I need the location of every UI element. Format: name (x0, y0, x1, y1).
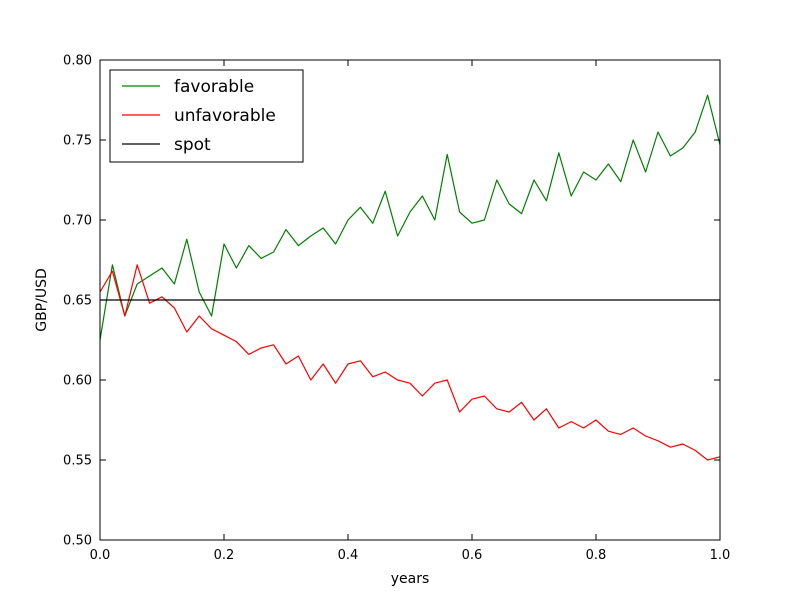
y-tick-label: 0.55 (63, 454, 92, 469)
y-tick-label: 0.50 (63, 534, 92, 549)
series-layer (99, 94, 721, 461)
x-axis-title: years (391, 571, 430, 587)
legend: favorable unfavorable spot (109, 69, 304, 163)
legend-label-unfavorable: unfavorable (174, 106, 276, 126)
y-axis-title: GBP/USD (34, 268, 50, 332)
y-tick-label: 0.80 (63, 54, 92, 69)
x-tick-label: 0.6 (462, 548, 483, 563)
x-tick-label: 0.8 (586, 548, 607, 563)
series-line-unfavorable (99, 264, 721, 461)
y-tick-label: 0.65 (63, 294, 92, 309)
y-tick-label: 0.70 (63, 214, 92, 229)
x-tick-label: 0.0 (90, 548, 111, 563)
x-tick-label: 1.0 (710, 548, 731, 563)
legend-label-favorable: favorable (174, 77, 254, 97)
x-tick-label: 0.4 (338, 548, 359, 563)
legend-box (109, 69, 304, 163)
y-tick-label: 0.75 (63, 134, 92, 149)
ticks-layer: 0.0 0.2 0.4 0.6 0.8 1.0 0.50 0.55 0.60 0.65 0.70 0.… (63, 54, 730, 564)
legend-label-spot: spot (174, 135, 211, 155)
x-tick-label: 0.2 (214, 548, 235, 563)
y-tick-label: 0.60 (63, 374, 92, 389)
